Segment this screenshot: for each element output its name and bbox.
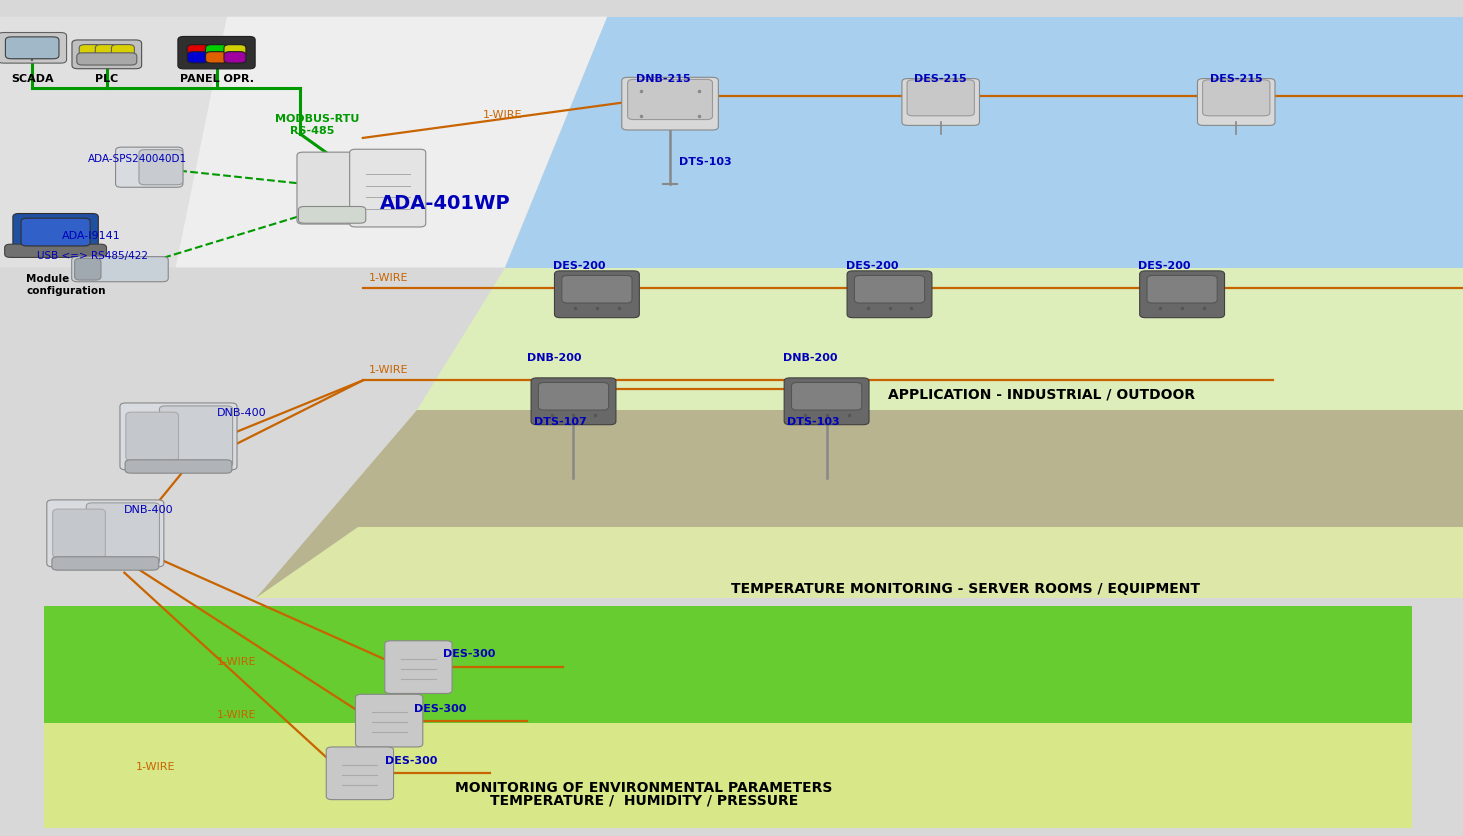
FancyBboxPatch shape bbox=[159, 406, 233, 466]
FancyBboxPatch shape bbox=[554, 271, 639, 318]
FancyBboxPatch shape bbox=[111, 44, 135, 60]
FancyBboxPatch shape bbox=[0, 33, 67, 64]
Text: DES-300: DES-300 bbox=[414, 704, 467, 714]
Text: DTS-103: DTS-103 bbox=[679, 157, 732, 167]
FancyBboxPatch shape bbox=[350, 149, 426, 227]
Polygon shape bbox=[417, 268, 1463, 410]
FancyBboxPatch shape bbox=[126, 412, 178, 461]
FancyBboxPatch shape bbox=[139, 150, 183, 185]
FancyBboxPatch shape bbox=[791, 382, 862, 410]
FancyBboxPatch shape bbox=[20, 218, 91, 246]
Text: DES-215: DES-215 bbox=[914, 74, 967, 84]
Text: 1-WIRE: 1-WIRE bbox=[217, 710, 256, 720]
FancyBboxPatch shape bbox=[224, 52, 246, 63]
FancyBboxPatch shape bbox=[854, 275, 925, 303]
FancyBboxPatch shape bbox=[76, 53, 138, 65]
FancyBboxPatch shape bbox=[72, 257, 168, 282]
Text: DES-300: DES-300 bbox=[385, 756, 437, 766]
FancyBboxPatch shape bbox=[622, 78, 718, 130]
FancyBboxPatch shape bbox=[1147, 275, 1217, 303]
Text: MODBUS-RTU: MODBUS-RTU bbox=[275, 114, 360, 124]
FancyBboxPatch shape bbox=[79, 44, 102, 60]
Text: ADA-401WP: ADA-401WP bbox=[380, 194, 511, 212]
Text: ADA-SPS240040D1: ADA-SPS240040D1 bbox=[88, 154, 187, 164]
FancyBboxPatch shape bbox=[53, 509, 105, 558]
FancyBboxPatch shape bbox=[538, 382, 609, 410]
FancyBboxPatch shape bbox=[562, 275, 632, 303]
FancyBboxPatch shape bbox=[51, 557, 158, 570]
Text: RS-485: RS-485 bbox=[290, 126, 334, 136]
Text: 1-WIRE: 1-WIRE bbox=[483, 110, 522, 120]
FancyBboxPatch shape bbox=[75, 258, 101, 280]
Text: TEMPERATURE MONITORING - SERVER ROOMS / EQUIPMENT: TEMPERATURE MONITORING - SERVER ROOMS / … bbox=[732, 583, 1200, 596]
FancyBboxPatch shape bbox=[1203, 80, 1270, 115]
FancyBboxPatch shape bbox=[901, 79, 980, 125]
Text: DTS-107: DTS-107 bbox=[534, 417, 587, 427]
FancyBboxPatch shape bbox=[47, 500, 164, 567]
Text: SCADA: SCADA bbox=[10, 74, 54, 84]
Text: 1-WIRE: 1-WIRE bbox=[369, 273, 408, 283]
FancyBboxPatch shape bbox=[784, 378, 869, 425]
FancyBboxPatch shape bbox=[531, 378, 616, 425]
Text: 1-WIRE: 1-WIRE bbox=[136, 762, 176, 772]
Text: DTS-103: DTS-103 bbox=[787, 417, 840, 427]
Text: USB <=> RS485/422: USB <=> RS485/422 bbox=[37, 251, 148, 261]
Text: APPLICATION - INDUSTRIAL / OUTDOOR: APPLICATION - INDUSTRIAL / OUTDOOR bbox=[888, 388, 1195, 401]
Text: MONITORING OF ENVIRONMENTAL PARAMETERS: MONITORING OF ENVIRONMENTAL PARAMETERS bbox=[455, 781, 832, 794]
Text: DNB-200: DNB-200 bbox=[783, 353, 837, 363]
Text: DES-215: DES-215 bbox=[1210, 74, 1263, 84]
Polygon shape bbox=[505, 17, 1463, 268]
Polygon shape bbox=[256, 410, 1463, 598]
FancyBboxPatch shape bbox=[4, 244, 107, 257]
FancyBboxPatch shape bbox=[1140, 271, 1225, 318]
FancyBboxPatch shape bbox=[205, 52, 227, 63]
FancyBboxPatch shape bbox=[1197, 79, 1274, 125]
Text: configuration: configuration bbox=[26, 286, 105, 296]
Text: DES-200: DES-200 bbox=[1138, 261, 1191, 271]
Text: 1-WIRE: 1-WIRE bbox=[217, 657, 256, 667]
Polygon shape bbox=[44, 606, 1412, 828]
FancyBboxPatch shape bbox=[86, 502, 159, 564]
Text: DNB-400: DNB-400 bbox=[217, 408, 266, 418]
FancyBboxPatch shape bbox=[326, 747, 394, 799]
Text: TEMPERATURE /  HUMIDITY / PRESSURE: TEMPERATURE / HUMIDITY / PRESSURE bbox=[490, 794, 797, 808]
Polygon shape bbox=[176, 17, 607, 268]
FancyBboxPatch shape bbox=[187, 52, 209, 63]
Text: PLC: PLC bbox=[95, 74, 119, 84]
FancyBboxPatch shape bbox=[116, 147, 183, 187]
FancyBboxPatch shape bbox=[178, 37, 255, 69]
FancyBboxPatch shape bbox=[95, 44, 119, 60]
FancyBboxPatch shape bbox=[297, 152, 367, 224]
Text: DES-200: DES-200 bbox=[553, 261, 606, 271]
FancyBboxPatch shape bbox=[120, 403, 237, 470]
Text: DES-300: DES-300 bbox=[443, 649, 496, 659]
Text: DNB-200: DNB-200 bbox=[527, 353, 581, 363]
FancyBboxPatch shape bbox=[187, 44, 209, 56]
Text: ADA-I9141: ADA-I9141 bbox=[61, 231, 120, 241]
Text: DNB-215: DNB-215 bbox=[636, 74, 691, 84]
FancyBboxPatch shape bbox=[356, 694, 423, 747]
FancyBboxPatch shape bbox=[6, 37, 59, 59]
Text: Module: Module bbox=[26, 274, 70, 284]
FancyBboxPatch shape bbox=[205, 44, 227, 56]
FancyBboxPatch shape bbox=[847, 271, 932, 318]
FancyBboxPatch shape bbox=[124, 460, 231, 473]
FancyBboxPatch shape bbox=[628, 79, 712, 120]
FancyBboxPatch shape bbox=[13, 213, 98, 251]
FancyBboxPatch shape bbox=[907, 80, 974, 115]
Polygon shape bbox=[256, 527, 1463, 598]
FancyBboxPatch shape bbox=[298, 206, 366, 223]
FancyBboxPatch shape bbox=[385, 640, 452, 694]
Text: 1-WIRE: 1-WIRE bbox=[369, 364, 408, 375]
FancyBboxPatch shape bbox=[72, 40, 142, 69]
FancyBboxPatch shape bbox=[224, 44, 246, 56]
Text: DES-200: DES-200 bbox=[846, 261, 898, 271]
Text: DNB-400: DNB-400 bbox=[124, 505, 174, 515]
Polygon shape bbox=[44, 723, 1412, 828]
Polygon shape bbox=[0, 17, 227, 268]
Text: PANEL OPR.: PANEL OPR. bbox=[180, 74, 253, 84]
